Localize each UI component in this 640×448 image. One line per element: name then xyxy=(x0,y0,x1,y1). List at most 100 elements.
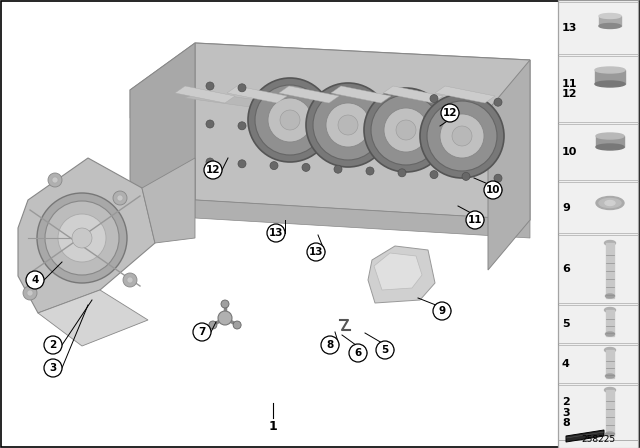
Ellipse shape xyxy=(605,332,614,336)
Bar xyxy=(599,16,621,26)
Circle shape xyxy=(193,323,211,341)
Bar xyxy=(558,440,638,448)
Text: 4: 4 xyxy=(31,275,38,285)
Bar xyxy=(558,0,638,448)
Circle shape xyxy=(462,172,470,181)
Circle shape xyxy=(494,98,502,106)
Text: 13: 13 xyxy=(562,23,577,33)
Polygon shape xyxy=(130,43,195,248)
Circle shape xyxy=(44,336,62,354)
Circle shape xyxy=(27,290,33,296)
Circle shape xyxy=(218,311,232,325)
Circle shape xyxy=(270,162,278,170)
Circle shape xyxy=(206,120,214,128)
Circle shape xyxy=(371,95,441,165)
Circle shape xyxy=(209,321,217,329)
Circle shape xyxy=(398,169,406,177)
Text: 12: 12 xyxy=(443,108,457,118)
Ellipse shape xyxy=(596,197,624,210)
Polygon shape xyxy=(279,86,339,103)
Circle shape xyxy=(302,164,310,172)
Circle shape xyxy=(334,165,342,173)
Polygon shape xyxy=(18,158,155,313)
Circle shape xyxy=(430,95,438,103)
Circle shape xyxy=(267,224,285,242)
Ellipse shape xyxy=(595,67,625,73)
Circle shape xyxy=(420,94,504,178)
Circle shape xyxy=(466,211,484,229)
Bar xyxy=(595,70,625,84)
Bar xyxy=(558,305,638,343)
Ellipse shape xyxy=(605,307,616,313)
Circle shape xyxy=(238,160,246,168)
Text: 11: 11 xyxy=(468,215,483,225)
Text: 10: 10 xyxy=(486,185,500,195)
Circle shape xyxy=(321,336,339,354)
Circle shape xyxy=(221,300,229,308)
Polygon shape xyxy=(383,86,443,103)
Circle shape xyxy=(326,103,370,147)
Bar xyxy=(558,2,638,54)
Circle shape xyxy=(338,115,358,135)
Ellipse shape xyxy=(605,374,614,378)
Circle shape xyxy=(37,193,127,283)
Circle shape xyxy=(48,173,62,187)
Text: 12: 12 xyxy=(205,165,220,175)
Polygon shape xyxy=(175,86,235,103)
Polygon shape xyxy=(142,158,195,243)
Circle shape xyxy=(364,88,448,172)
Circle shape xyxy=(238,122,246,130)
Ellipse shape xyxy=(605,388,616,392)
Polygon shape xyxy=(130,43,530,110)
Polygon shape xyxy=(185,92,265,107)
Circle shape xyxy=(123,273,137,287)
Bar xyxy=(558,345,638,383)
Polygon shape xyxy=(374,253,422,290)
Polygon shape xyxy=(130,90,488,136)
Circle shape xyxy=(452,126,472,146)
Circle shape xyxy=(255,85,325,155)
Polygon shape xyxy=(389,92,469,107)
Circle shape xyxy=(306,83,390,167)
Text: 3: 3 xyxy=(49,363,56,373)
Text: 7: 7 xyxy=(198,327,205,337)
Ellipse shape xyxy=(595,81,625,87)
Polygon shape xyxy=(38,290,148,346)
Bar xyxy=(606,310,614,336)
Circle shape xyxy=(52,177,58,183)
Circle shape xyxy=(238,84,246,92)
Bar xyxy=(558,235,638,303)
Text: 13: 13 xyxy=(308,247,323,257)
Text: 6: 6 xyxy=(562,264,570,274)
Polygon shape xyxy=(435,86,495,103)
Polygon shape xyxy=(253,92,333,107)
Ellipse shape xyxy=(605,241,616,246)
Polygon shape xyxy=(227,86,287,103)
Bar xyxy=(596,136,624,147)
Text: 2
3
8: 2 3 8 xyxy=(562,396,570,428)
Ellipse shape xyxy=(599,23,621,29)
Ellipse shape xyxy=(596,133,624,139)
Polygon shape xyxy=(195,200,530,238)
Circle shape xyxy=(441,104,459,122)
Bar xyxy=(606,350,614,378)
Text: 1: 1 xyxy=(269,419,277,432)
Text: 6: 6 xyxy=(355,348,362,358)
Circle shape xyxy=(204,161,222,179)
Polygon shape xyxy=(566,430,604,442)
Bar xyxy=(558,182,638,233)
Circle shape xyxy=(366,167,374,175)
Circle shape xyxy=(248,78,332,162)
Circle shape xyxy=(44,359,62,377)
Text: 5: 5 xyxy=(562,319,570,329)
Text: 10: 10 xyxy=(562,147,577,157)
Circle shape xyxy=(127,277,133,283)
Ellipse shape xyxy=(605,348,616,353)
Bar xyxy=(558,385,638,440)
Ellipse shape xyxy=(605,432,614,436)
Circle shape xyxy=(307,243,325,261)
Circle shape xyxy=(376,341,394,359)
Text: 13: 13 xyxy=(269,228,284,238)
Circle shape xyxy=(113,191,127,205)
Circle shape xyxy=(206,158,214,166)
